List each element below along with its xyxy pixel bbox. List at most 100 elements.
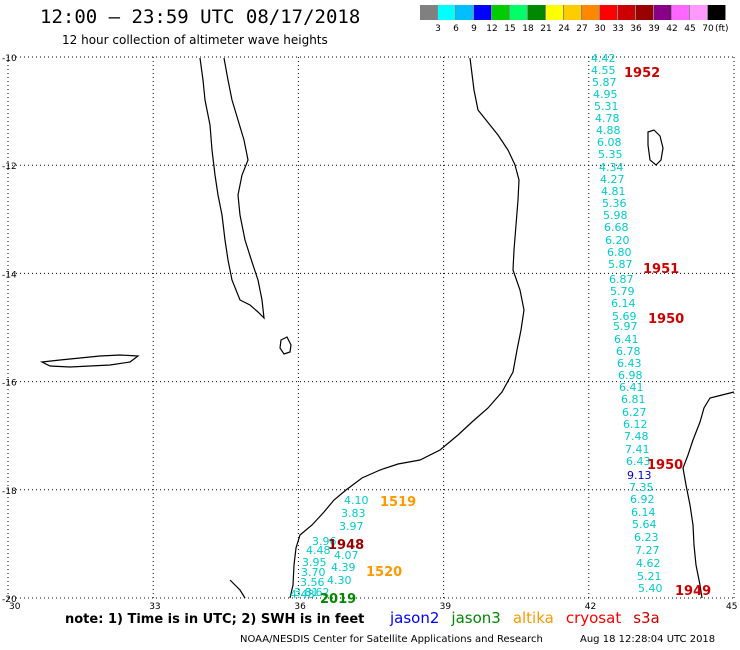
pass-time-label: 2019: [320, 592, 356, 607]
coastline-lake-malawi: [279, 336, 292, 355]
satellite-legend: jason2 jason3 altika cryosat s3a: [390, 609, 672, 627]
wave-height-value: 6.12: [623, 418, 648, 431]
wave-height-value: 3.95: [302, 556, 327, 569]
wave-height-value: 5.35: [598, 148, 623, 161]
wave-height-value: 7.35: [629, 481, 654, 494]
credit-text: NOAA/NESDIS Center for Satellite Applica…: [240, 634, 543, 645]
legend-jason3: jason3: [451, 609, 501, 627]
wave-height-value: 6.43: [617, 357, 642, 370]
wave-height-value: 6.08: [597, 136, 622, 149]
wave-height-value: 3.97: [339, 520, 364, 533]
wave-height-value: 4.81: [601, 185, 626, 198]
wave-height-value: 6.41: [614, 333, 639, 346]
wave-height-value: 4.34: [599, 161, 624, 174]
wave-height-value: 6.98: [618, 369, 643, 382]
wave-height-value: 4.95: [593, 88, 618, 101]
color-swatch: [528, 5, 546, 20]
wave-height-value: 3.83: [341, 507, 366, 520]
wave-height-value: 6.41: [619, 381, 644, 394]
coastline-madagascar: [682, 391, 735, 599]
color-swatch: [708, 5, 726, 20]
wave-height-value: 5.36: [602, 197, 627, 210]
pass-time-label: 1948: [328, 538, 364, 553]
pass-time-label: 1519: [380, 495, 416, 510]
color-scale-tick: 6: [453, 24, 459, 34]
coastline-mainland-west: [199, 57, 265, 320]
wave-height-value: 4.27: [600, 173, 625, 186]
wave-height-value: 3.81: [294, 586, 319, 599]
wave-height-value: 4.07: [334, 549, 359, 562]
color-swatch: [672, 5, 690, 20]
wave-height-value: 6.78: [616, 345, 641, 358]
color-scale-tick: 9: [471, 24, 477, 34]
wave-height-value: 7.27: [635, 544, 660, 557]
latitude-label: -10: [2, 54, 17, 64]
coastline-mainland-east: [289, 57, 525, 599]
wave-height-value: 5.69: [612, 310, 637, 323]
altimeter-observations: 4.424.555.874.955.314.784.886.085.354.34…: [290, 52, 663, 601]
color-swatch: [600, 5, 618, 20]
color-swatch: [510, 5, 528, 20]
pass-time-label: 1952: [624, 66, 660, 81]
latitude-label: -18: [2, 487, 17, 497]
longitude-label: 36: [294, 602, 306, 612]
color-swatch: [492, 5, 510, 20]
wave-height-value: 9.13: [627, 469, 652, 482]
color-swatch: [438, 5, 456, 20]
color-scale-tick: 12: [486, 24, 498, 34]
color-swatch: [474, 5, 492, 20]
wave-height-value: 6.87: [609, 273, 634, 286]
pass-time-label: 1950: [648, 312, 684, 327]
wave-height-value: 4.78: [595, 112, 620, 125]
wave-height-value: 5.40: [638, 582, 663, 595]
longitude-label: 45: [726, 602, 737, 612]
wave-height-value: 7.48: [624, 430, 649, 443]
coastline-island-north: [647, 129, 664, 166]
pass-time-label: 1949: [675, 584, 711, 599]
pass-time-label: 1520: [366, 565, 402, 580]
wave-height-value: 4.30: [327, 574, 352, 587]
wave-height-value: 5.98: [603, 209, 628, 222]
wave-height-value: 3.56: [300, 576, 325, 589]
wave-height-value: 4.39: [331, 561, 356, 574]
color-scale-tick: 45: [684, 24, 696, 34]
legend-s3a: s3a: [633, 609, 660, 627]
wave-height-value: 6.14: [631, 506, 656, 519]
color-scale-tick: 3: [435, 24, 441, 34]
wave-height-value: 6.81: [621, 393, 646, 406]
pass-time-label: 1950: [647, 458, 683, 473]
color-swatch: [690, 5, 708, 20]
wave-height-value: 4.48: [290, 588, 315, 601]
color-scale-tick: 33: [612, 24, 624, 34]
color-scale-bar: [420, 5, 726, 20]
wave-height-value: 5.87: [608, 258, 633, 271]
wave-height-value: 7.41: [625, 443, 650, 456]
color-scale-tick: 36: [630, 24, 642, 34]
color-scale-tick: 42: [666, 24, 678, 34]
coastline-segment: [229, 579, 246, 599]
color-swatch: [636, 5, 654, 20]
wave-height-value: 4.10: [344, 494, 369, 507]
wave-height-value: 6.14: [611, 297, 636, 310]
coastline-island-west: [39, 354, 140, 368]
wave-height-value: 4.88: [596, 124, 621, 137]
color-scale-tick: 24: [558, 24, 570, 34]
color-swatch: [618, 5, 636, 20]
color-scale-tick: 70: [702, 24, 714, 34]
color-scale-tick: 39: [648, 24, 660, 34]
color-scale-tick: 30: [594, 24, 606, 34]
coastline: [39, 57, 735, 599]
color-swatch: [564, 5, 582, 20]
latitude-label: -16: [2, 379, 17, 389]
wave-height-value: 3.70: [301, 566, 326, 579]
color-scale-tick: 21: [540, 24, 552, 34]
wave-height-value: 6.43: [626, 455, 651, 468]
pass-time-label: 1951: [643, 262, 679, 277]
color-scale-tick: 15: [504, 24, 516, 34]
wave-height-value: 5.79: [610, 285, 635, 298]
color-swatch: [582, 5, 600, 20]
wave-height-value: 4.48: [306, 544, 331, 557]
wave-height-value: 3.62: [305, 586, 330, 599]
